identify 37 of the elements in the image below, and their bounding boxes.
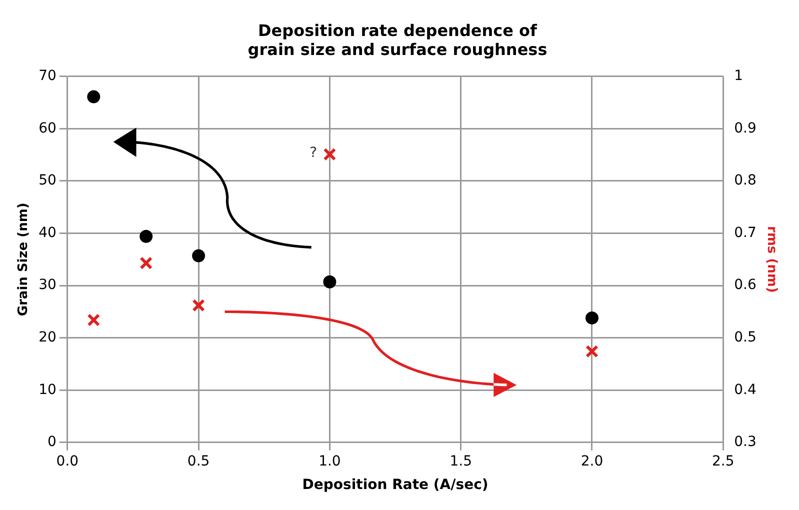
y-tick-label: 30 (38, 277, 56, 294)
y-tick-label: 40 (38, 224, 56, 241)
y2-tick-label: 0.7 (734, 224, 756, 241)
x-tick-label: 0.0 (56, 453, 79, 470)
y2-tick-label: 0.4 (734, 382, 756, 398)
y2-axis-title: rms (nm) (764, 226, 779, 293)
point (323, 275, 336, 288)
y2-tick-label: 1 (734, 68, 744, 84)
y-tick-label: 70 (38, 68, 56, 84)
y-axis-title: Grain Size (nm) (16, 202, 32, 316)
x-tick-label: 2.0 (580, 453, 604, 470)
point (586, 344, 598, 358)
point (192, 298, 206, 312)
y-tick-label: 50 (38, 172, 56, 189)
point (585, 311, 598, 324)
y-tick-label: 20 (38, 329, 56, 346)
chart-title: Deposition rate dependence of grain size and surface roughness (248, 20, 548, 59)
y2-tick-label: 0.5 (734, 329, 756, 346)
x-tick-label: 2.5 (712, 453, 734, 470)
point (87, 90, 100, 104)
y2-tick-label: 0.3 (734, 434, 756, 450)
annotation: ? (310, 144, 318, 161)
y2-tick-label: 0.8 (734, 172, 756, 189)
point (140, 256, 153, 270)
point (323, 148, 336, 161)
y-tick-label: 60 (38, 120, 56, 136)
x-tick-label: 1.0 (318, 453, 341, 470)
y-tick-label: 10 (38, 382, 56, 398)
point (140, 230, 153, 243)
x-tick-label: 1.5 (450, 453, 472, 470)
point (192, 249, 206, 262)
point (87, 314, 100, 326)
y-tick-label: 0 (47, 434, 56, 450)
y2-tick-label: 0.6 (734, 277, 756, 294)
x-tick-label: 0.5 (187, 453, 210, 470)
x-axis-title: Deposition Rate (A/sec) (302, 477, 488, 494)
y2-tick-label: 0.9 (734, 120, 756, 136)
